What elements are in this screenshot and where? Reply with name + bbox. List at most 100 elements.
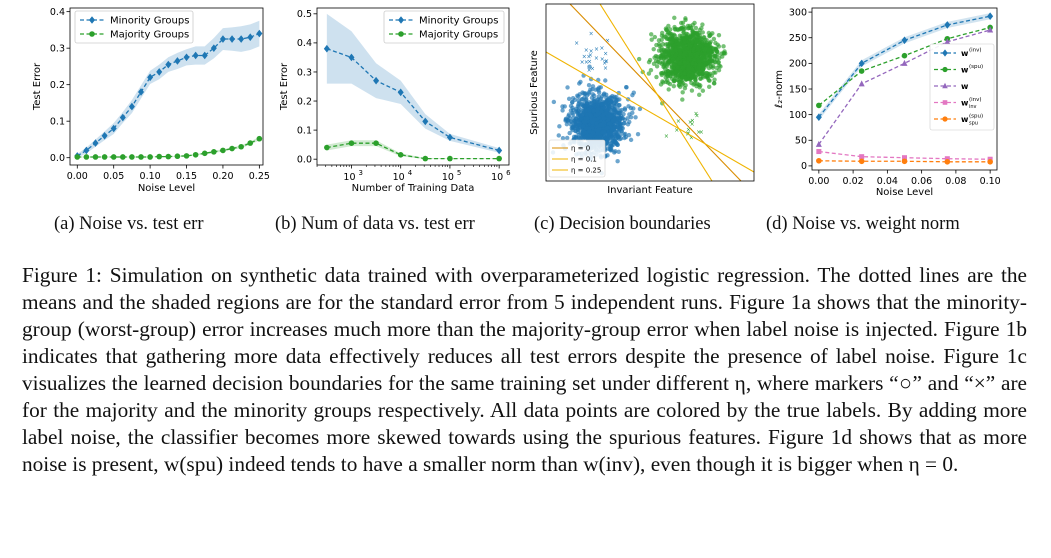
scatter-point-green [661,64,666,70]
minority-marker: × [584,47,589,54]
data-point [944,21,951,29]
y-tick-label: 0.3 [50,43,65,54]
scatter-point-green [655,54,660,59]
scatter-point-blue [568,108,574,113]
y-tick-label: 150 [789,84,807,95]
data-point [247,33,254,42]
data-point [128,102,135,111]
scatter-point-blue [597,97,603,103]
legend-subscript: spu [969,121,978,127]
scatter-point-green [666,23,671,29]
scatter-point-green [696,71,702,77]
data-point [944,156,950,162]
data-point [238,143,244,150]
scatter-point-green [659,33,665,38]
scatter-point-green [654,64,660,69]
data-point [815,140,822,147]
y-tick-label: 50 [795,136,807,147]
subcaption-c: (c) Decision boundaries [534,214,711,234]
x-axis-label: Noise Level [138,183,195,194]
scatter-point-green [707,47,713,52]
x-tick-label: 10 [343,172,355,183]
scatter-point-blue [601,105,607,111]
data-point [201,150,208,157]
scatter-point-green [694,31,700,36]
scatter-point-blue [587,128,592,134]
scatter-point-blue [604,99,609,104]
scatter-point-blue [635,131,641,137]
scatter-point-green [678,20,684,26]
data-point [165,153,172,160]
data-point [816,149,822,155]
data-point [987,12,994,21]
data-point [83,154,90,160]
scatter-point-blue [622,121,627,126]
scatter-point-blue [616,149,621,155]
minority-marker: × [686,127,691,134]
scatter-point-green [668,33,674,38]
panel-d-noise-vs-weight-norm: 0.00 0.02 0.04 0.06 0.08 0.10 0 50 100 150 200 250 3… [774,7,1001,198]
data-point [858,59,865,68]
y-tick-label: 0.1 [297,125,312,136]
minority-marker: × [694,112,699,119]
scatter-point-green [662,56,667,62]
scatter-point-green [716,32,722,38]
x-tick-label: 0.10 [980,176,1001,187]
minority-marker: × [689,134,694,141]
x-tick-exponent: 6 [506,169,511,177]
scatter-point-blue [565,135,570,141]
scatter-point-blue [565,119,570,124]
data-point [229,145,235,152]
scatter-point-blue [592,117,598,122]
data-point [815,113,822,121]
scatter-point-blue [594,121,599,126]
scatter-point-blue [627,119,632,125]
scatter-point-green [671,83,677,89]
y-tick-label: 200 [789,59,807,70]
data-point [816,102,822,109]
legend-subscript: inv [969,104,977,110]
subcaption-d: (d) Noise vs. weight norm [766,214,960,234]
scatter-point-green [673,48,678,53]
x-tick-label: 0.02 [843,176,864,187]
scatter-point-green [659,37,664,43]
x-tick-exponent: 5 [457,169,461,177]
legend-label: η = 0.1 [571,156,597,164]
scatter-point-green [669,40,674,45]
scatter-point-blue [575,93,580,98]
scatter-point-green [646,71,652,76]
data-point [210,44,217,52]
scatter-point-blue [591,93,597,98]
data-point [373,76,380,85]
scatter-point-blue [624,85,629,90]
scatter-point-green [666,52,671,57]
scatter-point-green [682,33,687,38]
scatter-point-green [680,90,685,95]
data-point [987,158,993,165]
scatter-point-green [700,22,705,27]
minority-marker: × [686,131,691,138]
y-tick-label: 300 [789,7,807,18]
minority-marker: × [594,55,599,62]
error-band [77,20,260,158]
data-point [211,149,217,155]
y-axis-label: Test Error [32,62,43,111]
scatter-point-blue [584,101,590,106]
scatter-point-green [662,71,668,76]
data-point [220,147,226,154]
scatter-point-green [672,33,678,38]
scatter-point-green [667,71,672,76]
scatter-point-blue [582,129,587,135]
scatter-point-blue [616,110,621,116]
data-point [447,155,453,162]
legend: η = 0 η = 0.1 η = 0.25 [548,139,606,178]
scatter-point-blue [610,135,615,141]
y-axis-label: Spurious Feature [529,50,540,135]
legend-label: Minority Groups [110,16,189,27]
scatter-point-blue [617,136,622,142]
scatter-point-blue [576,105,582,110]
data-point [324,144,330,151]
scatter-point-blue [628,137,634,143]
